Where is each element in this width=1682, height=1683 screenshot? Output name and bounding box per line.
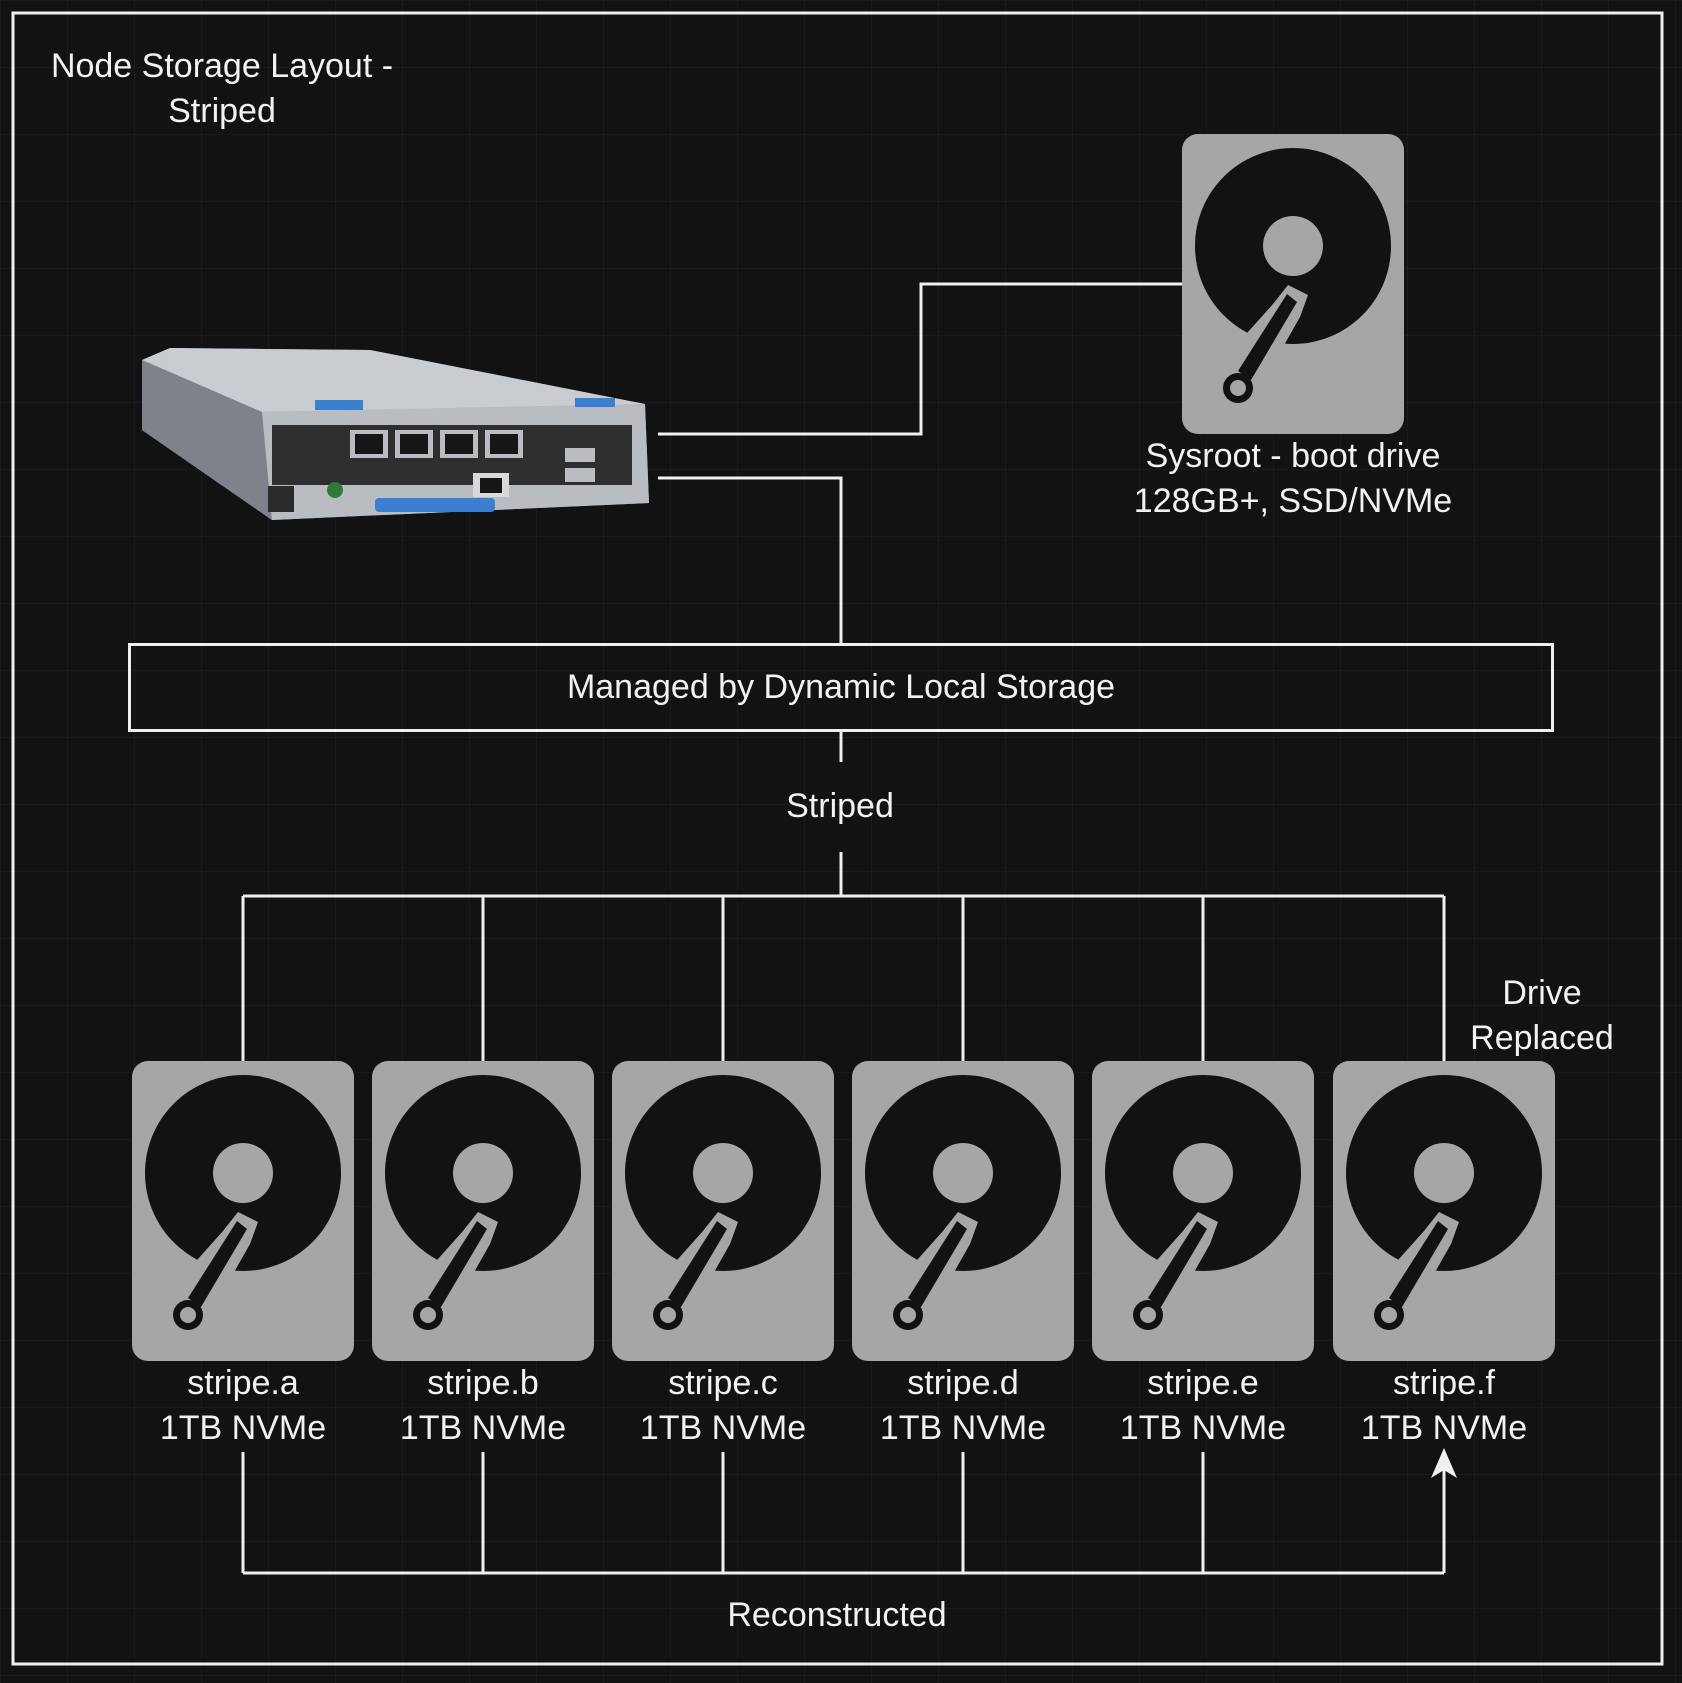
managed-storage-box: Managed by Dynamic Local Storage — [128, 643, 1554, 732]
reconstruct-lines — [241, 1452, 1446, 1575]
hard-drive-icon — [612, 1061, 834, 1361]
reconstructed-label-text: Reconstructed — [727, 1596, 947, 1634]
managed-storage-label: Managed by Dynamic Local Storage — [566, 668, 1116, 706]
boot-drive-name: Sysroot - boot drive — [1145, 437, 1441, 475]
drive-label-stripe-c: stripe.c 1TB NVMe — [613, 1361, 833, 1451]
striped-label-text: Striped — [786, 787, 894, 825]
drive-name: stripe.d — [907, 1364, 1019, 1402]
drive-label-stripe-f: stripe.f 1TB NVMe — [1334, 1361, 1554, 1451]
drive-spec: 1TB NVMe — [1119, 1409, 1287, 1447]
connector-server-to-boot-drive — [658, 282, 1183, 436]
drive-name: stripe.e — [1147, 1364, 1259, 1402]
drive-replaced-label: Drive Replaced — [1442, 971, 1642, 1061]
drive-name: stripe.a — [187, 1364, 299, 1402]
hard-drive-icon — [372, 1061, 594, 1361]
drive-name: stripe.c — [668, 1364, 778, 1402]
drive-spec: 1TB NVMe — [159, 1409, 327, 1447]
hard-drive-icon — [132, 1061, 354, 1361]
drive-spec: 1TB NVMe — [639, 1409, 807, 1447]
drive-replaced-line-2: Replaced — [1470, 1019, 1614, 1057]
drive-name: stripe.b — [427, 1364, 539, 1402]
drive-spec: 1TB NVMe — [1360, 1409, 1528, 1447]
server-chassis-icon — [142, 348, 649, 520]
stripe-drops — [241, 896, 1446, 1061]
reconstruct-arrow-head — [1431, 1448, 1457, 1478]
drive-label-stripe-d: stripe.d 1TB NVMe — [853, 1361, 1073, 1451]
title-line-2: Striped — [168, 92, 276, 130]
connector-server-to-managed-box — [658, 476, 843, 643]
reconstructed-label: Reconstructed — [687, 1593, 987, 1638]
drive-label-stripe-b: stripe.b 1TB NVMe — [373, 1361, 593, 1451]
drive-replaced-line-1: Drive — [1502, 974, 1582, 1012]
boot-drive-icon — [1182, 134, 1404, 434]
boot-drive-spec: 128GB+, SSD/NVMe — [1133, 482, 1453, 520]
drive-spec: 1TB NVMe — [399, 1409, 567, 1447]
drive-spec: 1TB NVMe — [879, 1409, 1047, 1447]
diagram-title: Node Storage Layout - Striped — [22, 44, 422, 134]
drive-label-stripe-e: stripe.e 1TB NVMe — [1093, 1361, 1313, 1451]
drive-label-stripe-a: stripe.a 1TB NVMe — [133, 1361, 353, 1451]
hard-drive-icon — [1333, 1061, 1555, 1361]
striped-label: Striped — [740, 784, 940, 829]
title-line-1: Node Storage Layout - — [50, 47, 394, 85]
hard-drive-icon — [852, 1061, 1074, 1361]
diagram-frame — [11, 11, 1664, 1666]
stripe-drive-icons — [132, 1061, 1555, 1361]
hard-drive-icon — [1092, 1061, 1314, 1361]
boot-drive-label: Sysroot - boot drive 128GB+, SSD/NVMe — [1093, 434, 1493, 524]
drive-name: stripe.f — [1392, 1364, 1496, 1402]
